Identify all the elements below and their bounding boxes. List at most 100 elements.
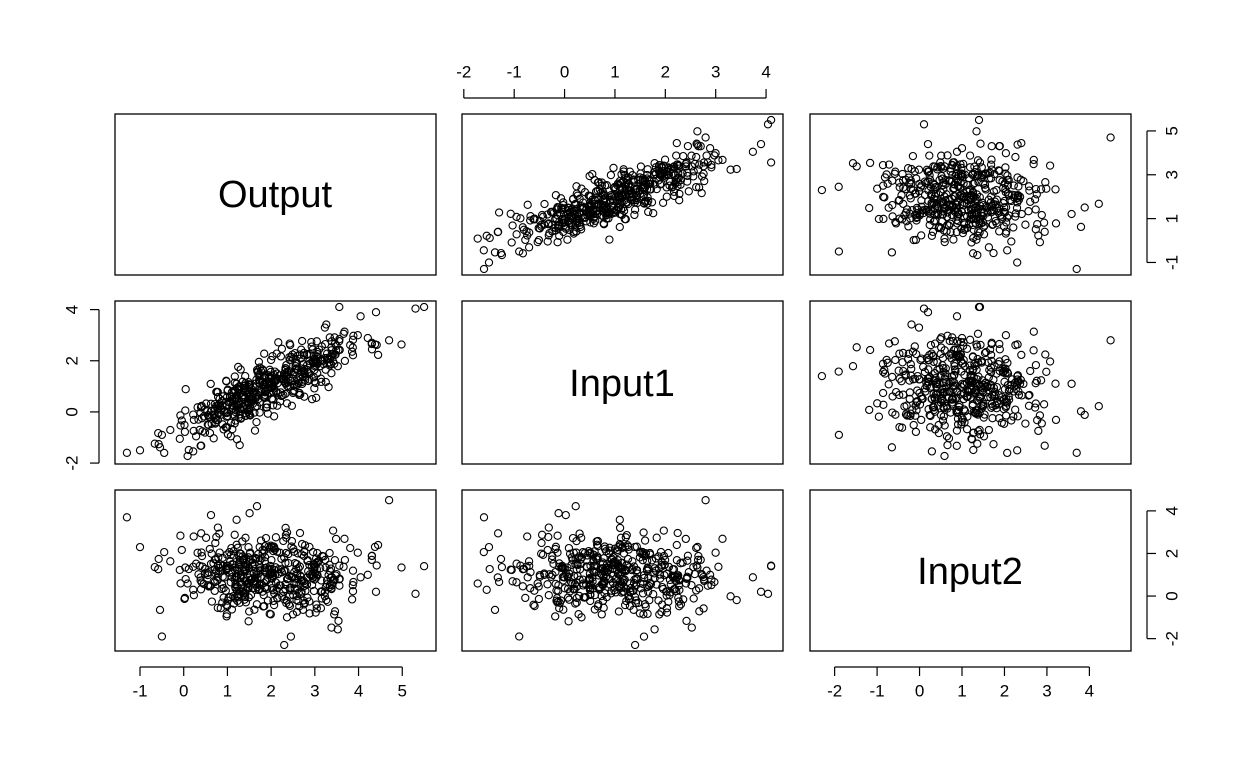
data-point: [553, 531, 562, 540]
data-point: [689, 167, 698, 176]
data-point: [254, 367, 263, 376]
data-point: [250, 573, 260, 582]
data-point: [693, 542, 702, 552]
data-point: [638, 589, 648, 598]
data-point: [234, 563, 244, 572]
data-point: [917, 354, 926, 363]
data-point: [990, 387, 1000, 397]
data-point: [540, 199, 549, 209]
data-point: [901, 410, 911, 419]
data-point: [652, 184, 661, 194]
data-point: [328, 526, 338, 535]
data-point: [1094, 199, 1103, 208]
data-point: [307, 571, 316, 580]
data-point: [907, 364, 916, 374]
data-point: [1001, 331, 1011, 340]
data-point: [233, 582, 242, 591]
data-point: [984, 243, 994, 252]
data-point: [551, 542, 561, 551]
data-point: [985, 365, 994, 375]
data-point: [1031, 225, 1040, 234]
data-point: [512, 578, 521, 587]
data-point: [1051, 379, 1060, 388]
data-point: [197, 401, 206, 411]
data-point: [931, 425, 940, 434]
data-point: [697, 571, 707, 580]
data-point: [1039, 218, 1049, 227]
data-point: [960, 220, 969, 229]
data-point: [674, 597, 684, 606]
data-point: [643, 165, 652, 174]
data-point: [251, 394, 260, 403]
data-point: [906, 194, 915, 203]
data-point: [904, 173, 913, 182]
data-point: [193, 403, 202, 412]
data-point: [135, 446, 145, 455]
data-point: [225, 557, 235, 566]
data-point: [1001, 355, 1010, 364]
data-point: [699, 604, 708, 613]
data-point: [943, 331, 952, 340]
data-point: [1007, 190, 1017, 199]
tick-label-input2: -2: [827, 681, 842, 700]
data-point: [987, 201, 997, 211]
data-point: [627, 565, 636, 575]
data-point: [614, 607, 624, 616]
data-point: [267, 371, 277, 380]
data-point: [602, 593, 611, 602]
data-point: [229, 402, 239, 411]
data-point: [928, 179, 938, 188]
data-point: [241, 411, 251, 420]
data-point: [610, 561, 619, 570]
data-point: [973, 156, 983, 165]
data-point: [1004, 175, 1013, 185]
scatter-input2-vs-output: [122, 496, 429, 650]
data-point: [238, 585, 248, 594]
data-point: [1040, 441, 1049, 450]
data-point: [662, 192, 671, 201]
tick-label-input2: 2: [1162, 549, 1181, 558]
data-point: [990, 197, 1000, 206]
data-point: [346, 543, 355, 553]
tick-label-output: 3: [1162, 170, 1181, 179]
data-point: [290, 386, 299, 395]
data-point: [929, 357, 938, 367]
data-point: [973, 250, 982, 260]
data-point: [176, 579, 185, 588]
data-point: [968, 187, 978, 196]
data-point: [911, 427, 921, 437]
data-point: [655, 160, 664, 170]
data-point: [177, 416, 186, 425]
data-point: [1076, 222, 1086, 232]
data-point: [384, 336, 394, 345]
data-point: [277, 344, 287, 353]
data-point: [880, 365, 889, 374]
data-point: [946, 349, 955, 358]
data-point: [371, 308, 381, 317]
data-point: [604, 549, 614, 558]
data-point: [1039, 400, 1049, 409]
data-point: [507, 565, 516, 575]
data-point: [643, 199, 652, 208]
data-point: [573, 219, 582, 228]
data-point: [300, 541, 310, 550]
data-point: [888, 212, 897, 221]
data-point: [939, 226, 948, 235]
data-point: [297, 572, 306, 581]
data-point: [205, 544, 214, 554]
data-point: [614, 203, 623, 213]
data-point: [675, 585, 684, 595]
data-point: [914, 165, 924, 174]
data-point: [615, 222, 624, 232]
data-point: [957, 413, 967, 423]
data-point: [605, 543, 614, 552]
data-point: [516, 214, 525, 223]
data-point: [874, 214, 884, 224]
data-point: [284, 600, 294, 609]
data-point: [675, 576, 684, 585]
data-point: [1041, 178, 1050, 187]
data-point: [934, 209, 943, 218]
data-point: [561, 510, 570, 520]
data-point: [976, 208, 986, 217]
data-point: [651, 554, 661, 563]
